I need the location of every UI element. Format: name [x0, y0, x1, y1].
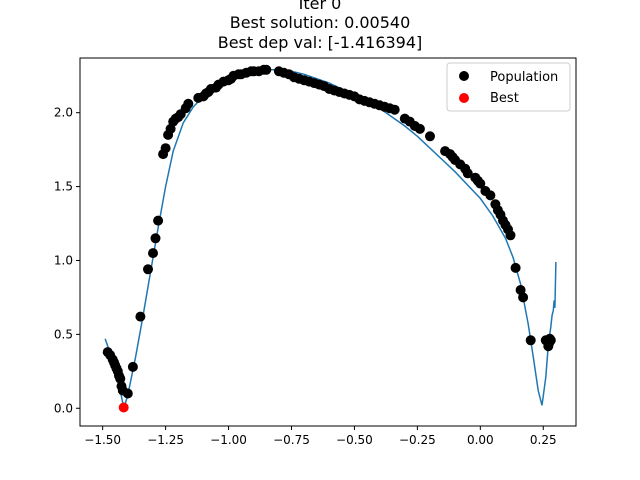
population-point — [525, 335, 536, 346]
population-point — [160, 143, 171, 154]
population-point — [153, 215, 164, 226]
plot-area — [102, 64, 557, 413]
population-point — [135, 311, 146, 322]
axes-frame — [79, 57, 577, 427]
legend-population-label: Population — [490, 70, 558, 85]
population-point — [148, 248, 158, 259]
population-point — [414, 123, 425, 134]
population-point — [261, 64, 272, 75]
population-point — [545, 335, 556, 346]
chart-title-line-3: Best dep val: [-1.416394] — [218, 33, 423, 52]
population-point — [475, 178, 486, 189]
population-point — [462, 168, 473, 179]
population-point — [183, 98, 194, 109]
population-points — [102, 64, 556, 399]
legend-best-marker — [459, 93, 469, 103]
x-tick-label: −0.25 — [399, 433, 436, 447]
population-point — [389, 104, 400, 115]
population-point — [122, 388, 133, 399]
y-tick-label: 1.5 — [54, 180, 73, 194]
y-tick-label: 0.0 — [54, 401, 73, 415]
x-tick-label: −1.50 — [84, 433, 121, 447]
population-point — [150, 233, 161, 244]
population-point — [115, 373, 126, 384]
chart-title-line-1: Iter 0 — [299, 0, 342, 13]
x-tick-label: −0.50 — [336, 433, 373, 447]
population-point — [425, 131, 435, 142]
population-point — [127, 361, 138, 372]
legend-best-label: Best — [490, 91, 519, 106]
population-point — [510, 262, 521, 273]
chart-title-line-2: Best solution: 0.00540 — [230, 13, 411, 32]
y-tick-label: 1.0 — [54, 253, 73, 267]
best-points — [118, 402, 129, 413]
legend-box — [446, 62, 571, 112]
legend: Population Best — [446, 62, 571, 112]
y-axis-ticks: 0.0 0.5 1.0 1.5 2.0 — [54, 106, 80, 415]
x-tick-label: −1.25 — [147, 433, 184, 447]
best-point — [118, 402, 129, 413]
legend-population-marker — [459, 71, 469, 81]
x-tick-label: 0.25 — [530, 433, 557, 447]
x-axis-ticks: −1.50 −1.25 −1.00 −0.75 −0.50 −0.25 0.00 0.25 — [84, 426, 557, 447]
population-point — [518, 292, 529, 303]
population-point — [143, 264, 153, 275]
population-point — [485, 190, 496, 201]
x-tick-label: −0.75 — [273, 433, 310, 447]
y-tick-label: 2.0 — [54, 106, 73, 120]
x-tick-label: −1.00 — [210, 433, 247, 447]
population-point — [505, 230, 516, 241]
x-tick-label: 0.00 — [467, 433, 494, 447]
y-tick-label: 0.5 — [54, 327, 73, 341]
